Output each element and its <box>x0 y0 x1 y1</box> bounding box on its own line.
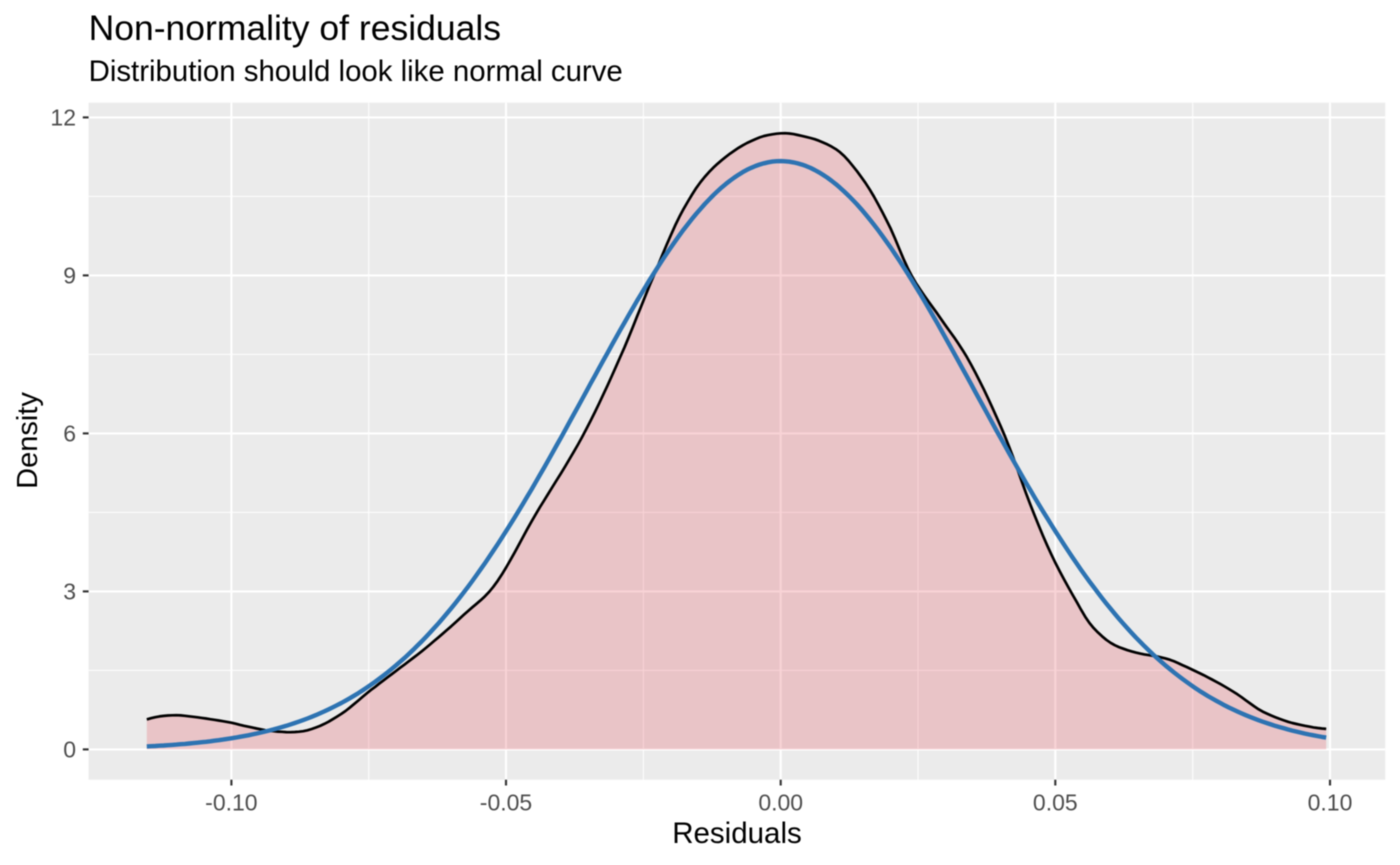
svg-text:0: 0 <box>63 737 76 763</box>
svg-text:9: 9 <box>63 263 76 289</box>
svg-text:-0.05: -0.05 <box>480 790 532 816</box>
svg-text:0.10: 0.10 <box>1308 790 1353 816</box>
svg-text:6: 6 <box>63 421 76 447</box>
svg-text:Non-normality of residuals: Non-normality of residuals <box>89 8 501 48</box>
svg-text:3: 3 <box>63 579 76 605</box>
svg-text:0.00: 0.00 <box>758 790 803 816</box>
svg-text:Residuals: Residuals <box>672 817 802 850</box>
svg-text:0.05: 0.05 <box>1033 790 1078 816</box>
svg-text:-0.10: -0.10 <box>205 790 257 816</box>
svg-text:Distribution should look like: Distribution should look like normal cur… <box>89 55 623 88</box>
svg-text:12: 12 <box>50 105 76 131</box>
svg-text:Density: Density <box>12 392 44 489</box>
